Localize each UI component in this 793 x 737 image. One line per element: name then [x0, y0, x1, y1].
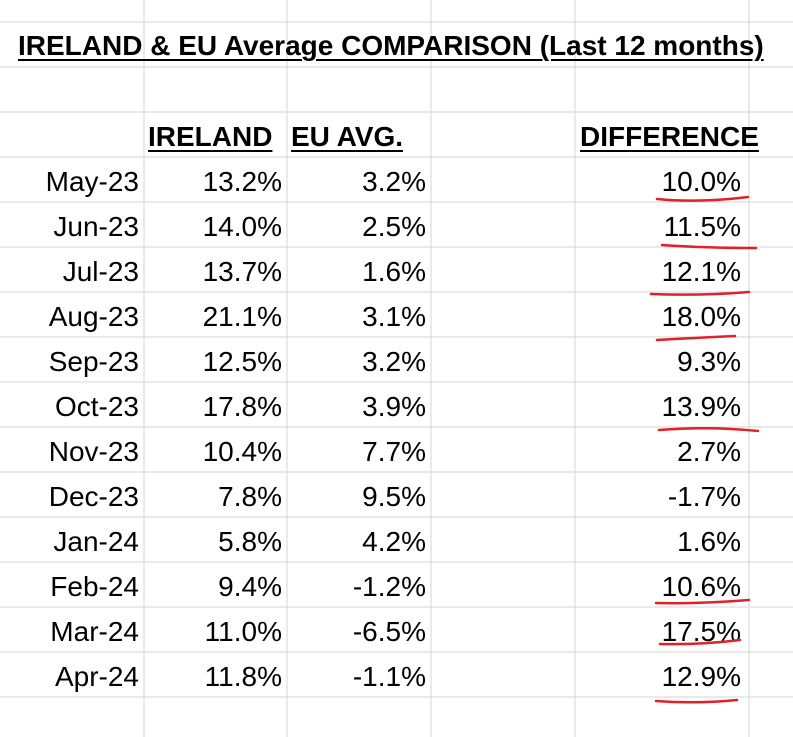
cell-month[interactable]: Apr-24: [54, 661, 139, 692]
cell-ireland[interactable]: 14.0%: [202, 211, 282, 242]
cell-eu-avg[interactable]: -1.1%: [352, 661, 426, 692]
cell-month[interactable]: Oct-23: [54, 391, 139, 422]
cell-difference[interactable]: -1.7%: [667, 481, 741, 512]
cell-ireland[interactable]: 17.8%: [202, 391, 282, 422]
cell-ireland[interactable]: 12.5%: [202, 346, 282, 377]
cell-eu-avg[interactable]: 3.2%: [362, 346, 426, 377]
cell-difference[interactable]: 9.3%: [677, 346, 741, 377]
cell-month[interactable]: Jan-24: [53, 526, 139, 557]
cell-ireland[interactable]: 13.2%: [202, 166, 282, 197]
cell-ireland[interactable]: 21.1%: [202, 301, 282, 332]
cell-month[interactable]: May-23: [45, 166, 139, 197]
cell-difference[interactable]: 12.9%: [661, 661, 741, 692]
header-ireland[interactable]: IRELAND: [148, 121, 273, 152]
cell-eu-avg[interactable]: 9.5%: [362, 481, 426, 512]
sheet-title[interactable]: IRELAND & EU Average COMPARISON (Last 12…: [18, 30, 764, 61]
cell-difference[interactable]: 17.5%: [661, 616, 741, 647]
cell-month[interactable]: Sep-23: [48, 346, 139, 377]
cell-eu-avg[interactable]: 3.1%: [362, 301, 426, 332]
cell-ireland[interactable]: 11.0%: [204, 616, 282, 647]
cell-difference[interactable]: 10.6%: [661, 571, 741, 602]
cell-month[interactable]: Feb-24: [50, 571, 139, 602]
cell-eu-avg[interactable]: 3.2%: [362, 166, 426, 197]
cell-eu-avg[interactable]: -6.5%: [352, 616, 426, 647]
cell-eu-avg[interactable]: 7.7%: [362, 436, 426, 467]
cell-difference[interactable]: 1.6%: [677, 526, 741, 557]
cell-difference[interactable]: 18.0%: [661, 301, 741, 332]
cell-ireland[interactable]: 13.7%: [202, 256, 282, 287]
cell-difference[interactable]: 2.7%: [677, 436, 741, 467]
cell-month[interactable]: Jul-23: [62, 256, 139, 287]
cell-difference[interactable]: 13.9%: [661, 391, 741, 422]
cell-eu-avg[interactable]: 3.9%: [362, 391, 426, 422]
cell-ireland[interactable]: 7.8%: [218, 481, 282, 512]
cell-month[interactable]: Aug-23: [48, 301, 139, 332]
cell-month[interactable]: Jun-23: [53, 211, 139, 242]
header-eu-avg[interactable]: EU AVG.: [291, 121, 404, 152]
cell-difference[interactable]: 10.0%: [661, 166, 741, 197]
cell-eu-avg[interactable]: -1.2%: [352, 571, 426, 602]
cell-month[interactable]: Mar-24: [50, 616, 139, 647]
header-difference[interactable]: DIFFERENCE: [580, 121, 759, 152]
cell-ireland[interactable]: 11.8%: [204, 661, 282, 692]
cell-month[interactable]: Nov-23: [48, 436, 139, 467]
cell-ireland[interactable]: 9.4%: [218, 571, 282, 602]
cell-ireland[interactable]: 5.8%: [218, 526, 282, 557]
cell-difference[interactable]: 11.5%: [663, 211, 741, 242]
cell-ireland[interactable]: 10.4%: [202, 436, 282, 467]
cell-eu-avg[interactable]: 1.6%: [362, 256, 426, 287]
cell-eu-avg[interactable]: 2.5%: [362, 211, 426, 242]
cell-eu-avg[interactable]: 4.2%: [362, 526, 426, 557]
cell-difference[interactable]: 12.1%: [661, 256, 741, 287]
cell-month[interactable]: Dec-23: [48, 481, 139, 512]
